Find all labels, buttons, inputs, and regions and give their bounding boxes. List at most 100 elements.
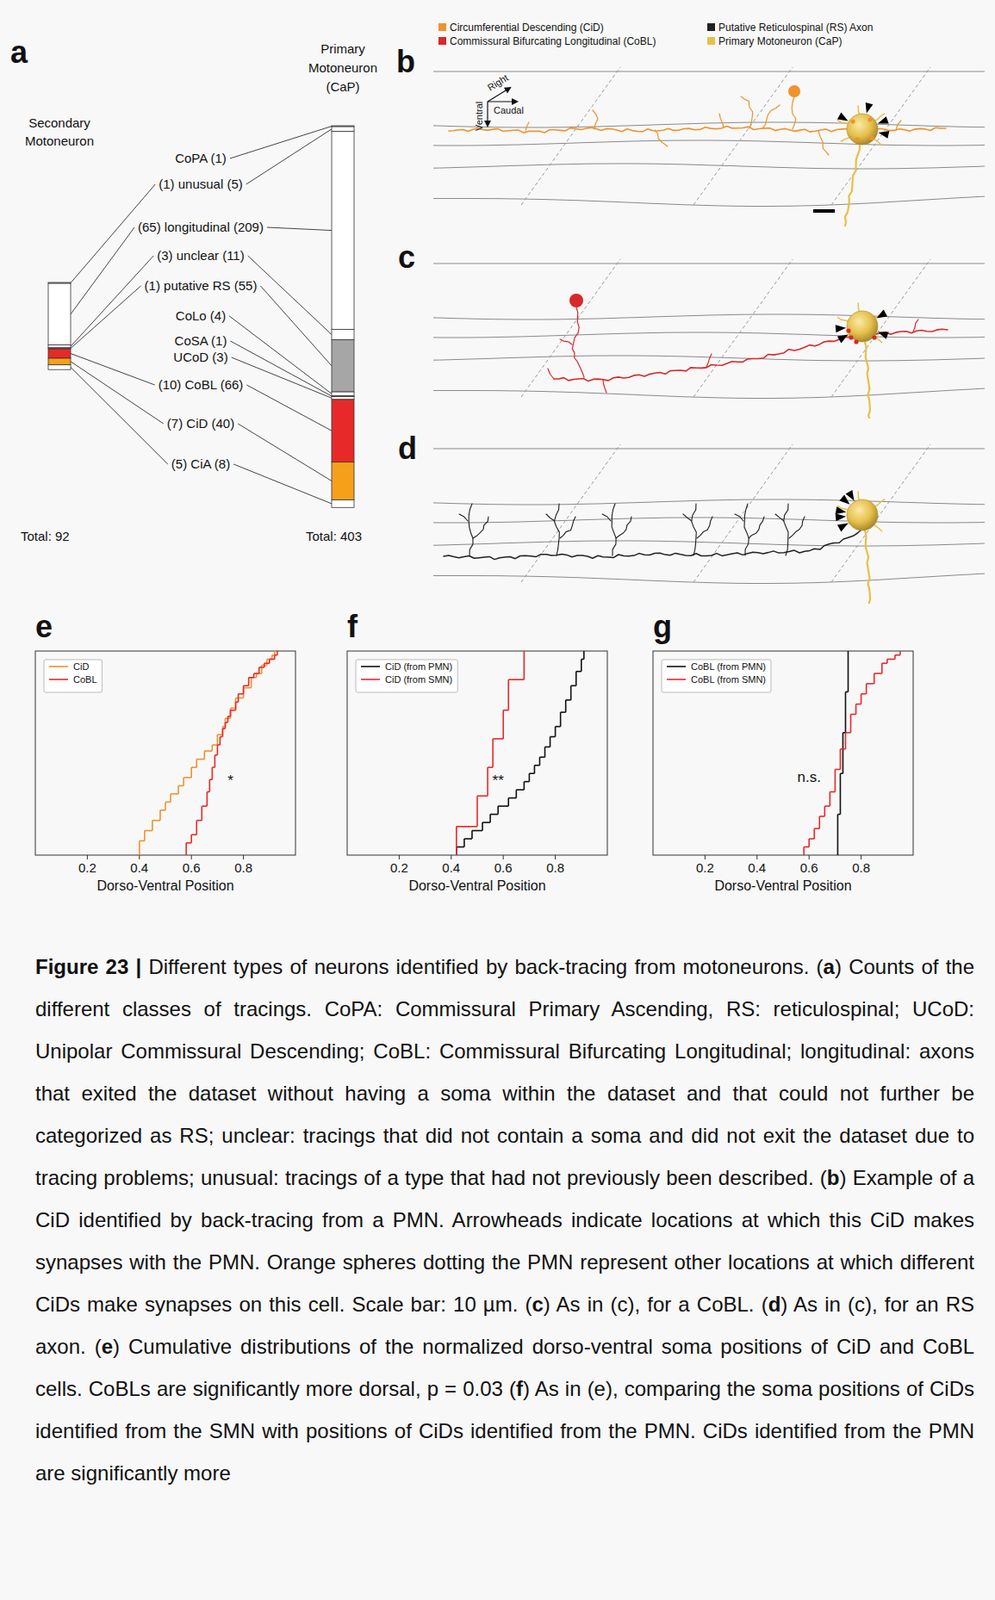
synapse-arrowhead <box>837 112 849 122</box>
cdf-step <box>559 712 562 728</box>
legend-swatch <box>438 23 447 32</box>
synapse-dot <box>845 328 851 333</box>
class-label: CoSA (1) <box>174 333 228 349</box>
cdf-step <box>200 806 203 821</box>
cdf-connector <box>160 809 166 812</box>
cdf-connector <box>269 659 275 661</box>
x-tick <box>503 855 504 860</box>
bar-segment <box>331 391 355 396</box>
cdf-connector <box>191 766 197 769</box>
cord-outline <box>433 122 985 128</box>
x-tick <box>450 855 452 860</box>
bar-segment <box>48 283 71 346</box>
bar-segment <box>331 397 355 400</box>
cord-panel <box>433 444 985 604</box>
legend-box <box>43 659 103 693</box>
cdf-connector <box>829 791 835 794</box>
cdf-connector <box>217 733 223 736</box>
neurite <box>775 514 784 522</box>
cdf-step <box>554 727 557 738</box>
cdf-connector <box>204 750 212 753</box>
title-line: Secondary <box>28 115 91 131</box>
axis-title: Dorso-Ventral Position <box>96 878 234 894</box>
synapse-arrowhead <box>839 495 850 505</box>
neurite <box>913 319 919 332</box>
pmn-axon <box>864 530 871 604</box>
synapse-arrowhead <box>835 506 847 515</box>
legend-label: Circumferential Descending (CiD) <box>449 21 604 34</box>
cdf-step <box>539 757 542 765</box>
cdf-step <box>206 792 209 808</box>
class-label: (1) unusual (5) <box>158 176 243 192</box>
leader-line <box>70 227 135 315</box>
neurite <box>592 110 598 130</box>
cdf-step <box>455 827 458 856</box>
caption-bold: f <box>516 1377 523 1401</box>
neurite <box>791 96 796 130</box>
leader-line <box>233 464 332 504</box>
legend-line <box>360 665 380 668</box>
title-line: Primary <box>320 41 366 56</box>
bar-segment <box>331 340 355 393</box>
cord-outline <box>433 573 985 584</box>
pmn-axon <box>842 144 860 227</box>
cid-soma <box>788 85 801 98</box>
synapse-arrowhead <box>877 331 890 339</box>
cdf-connector <box>856 703 862 706</box>
cdf-connector <box>808 838 815 840</box>
leader-line <box>231 357 332 398</box>
legend-label: CiD (from SMN) <box>385 674 453 685</box>
cdf-connector <box>803 846 809 849</box>
cdf-connector <box>508 797 517 800</box>
neurite <box>789 516 805 539</box>
cdf-step <box>873 673 876 685</box>
tick-label: 0.4 <box>130 860 149 876</box>
legend-line <box>666 665 686 668</box>
leader-line <box>230 341 332 397</box>
cdf-connector <box>264 662 270 665</box>
scale-bar <box>813 209 835 213</box>
pmn-soma <box>846 310 878 343</box>
cdf-step <box>138 840 141 856</box>
cdf-step <box>230 710 232 717</box>
legend-label: CiD (from PMN) <box>385 661 453 672</box>
legend-label: CoBL (from PMN) <box>690 661 766 672</box>
bar-segment <box>331 126 355 132</box>
legend-line <box>666 678 686 681</box>
tick-label: 0.2 <box>390 860 409 876</box>
neurite <box>547 368 554 380</box>
synapse-dot <box>848 335 853 340</box>
cord-outline <box>433 71 985 73</box>
neurite <box>553 329 948 381</box>
annotation: ** <box>492 772 505 790</box>
cdf-connector <box>824 805 830 808</box>
synapse-arrowhead <box>876 310 889 319</box>
panel-letter: c <box>398 239 416 275</box>
cdf-step <box>248 677 250 686</box>
cdf-step <box>195 759 198 768</box>
synapse-dot <box>869 135 874 140</box>
cdf-connector <box>144 830 153 833</box>
leader-line <box>260 286 332 367</box>
pmn-axon <box>864 342 871 419</box>
leader-line <box>237 423 332 482</box>
cdf-step <box>580 659 583 672</box>
neurite <box>472 516 489 539</box>
leader-line <box>70 361 164 424</box>
cobl-soma <box>569 293 584 308</box>
neurite <box>603 379 607 393</box>
cdf-connector <box>887 659 896 661</box>
synapse-arrowhead <box>865 102 874 114</box>
cdf-connector <box>866 683 875 685</box>
legend-swatch <box>438 37 447 45</box>
tick-label: 0.8 <box>234 860 253 876</box>
pmn-soma <box>846 113 878 145</box>
neurite <box>611 503 616 556</box>
cdf-step <box>829 792 832 808</box>
cdf-connector <box>456 826 478 828</box>
cdf-step <box>818 816 821 829</box>
cdf-connector <box>152 820 161 822</box>
neurite <box>468 503 473 556</box>
cdf-step <box>211 745 214 752</box>
leader-line <box>230 126 332 159</box>
